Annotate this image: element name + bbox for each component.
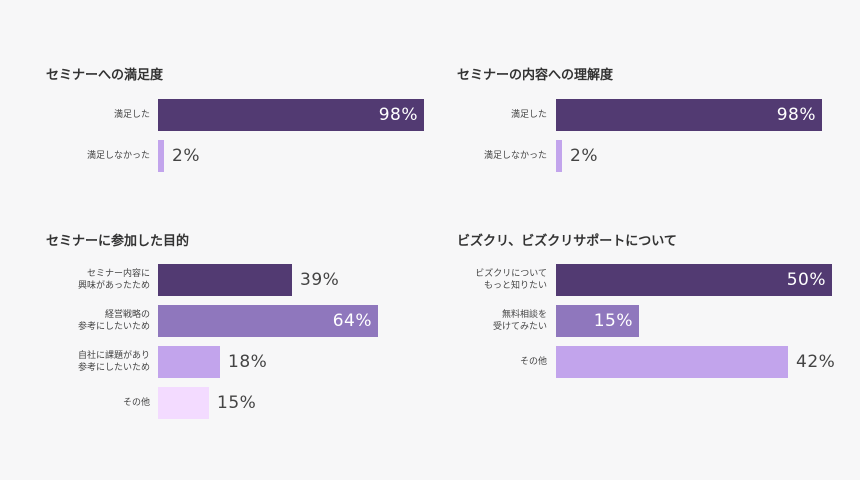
category-label: 無料相談を 受けてみたい (492, 310, 547, 332)
category-label: 満足しなかった (483, 151, 547, 161)
bar-row: ビズクリについて もっと知りたい 50% (457, 264, 860, 296)
chart-title: ビズクリ、ビズクリサポートについて (457, 234, 677, 249)
bar-row: 満足しなかった 2% (46, 140, 489, 172)
bar-row: その他 15% (46, 387, 561, 419)
bar-row: セミナー内容に 興味があったため 39% (46, 264, 561, 296)
bar-row: 満足した 98% (46, 99, 489, 131)
bar (158, 264, 292, 296)
category-label: 満足した (510, 110, 547, 120)
category-label: 満足しなかった (86, 151, 150, 161)
bar (158, 387, 209, 419)
value-label: 98% (776, 105, 816, 125)
bar-row: 経営戦略の 参考にしたいため 64% (46, 305, 561, 337)
value-label: 18% (228, 352, 268, 372)
value-label: 2% (172, 146, 200, 166)
bar (158, 99, 424, 131)
bar-row: 自社に課題があり 参考にしたいため 18% (46, 346, 561, 378)
chart-title: セミナーへの満足度 (46, 68, 164, 83)
category-label: その他 (519, 357, 547, 367)
category-label: その他 (122, 398, 150, 408)
bar (556, 140, 562, 172)
bar (556, 99, 822, 131)
value-label: 64% (332, 311, 372, 331)
value-label: 15% (217, 393, 257, 413)
category-label: ビズクリについて もっと知りたい (475, 269, 547, 291)
bar-row: 満足しなかった 2% (457, 140, 860, 172)
bar (556, 305, 639, 337)
bar-row: 無料相談を 受けてみたい 15% (457, 305, 860, 337)
value-label: 50% (786, 270, 826, 290)
bar (556, 264, 832, 296)
bar-row: その他 42% (457, 346, 860, 378)
category-label: セミナー内容に 興味があったため (77, 269, 150, 291)
value-label: 2% (570, 146, 598, 166)
value-label: 15% (593, 311, 633, 331)
value-label: 42% (796, 352, 836, 372)
bar (158, 140, 164, 172)
category-label: 自社に課題があり 参考にしたいため (77, 351, 150, 373)
bar (158, 346, 220, 378)
chart-title: セミナーに参加した目的 (46, 234, 190, 249)
chart-title: セミナーの内容への理解度 (457, 68, 614, 83)
category-label: 経営戦略の 参考にしたいため (77, 310, 150, 332)
value-label: 98% (378, 105, 418, 125)
bar (556, 346, 788, 378)
category-label: 満足した (113, 110, 150, 120)
bar-row: 満足した 98% (457, 99, 860, 131)
bar (158, 305, 378, 337)
value-label: 39% (300, 270, 340, 290)
